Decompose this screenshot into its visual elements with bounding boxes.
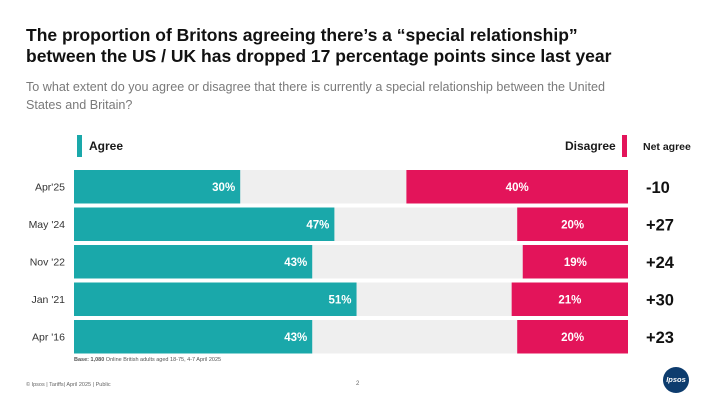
disagree-legend-label: Disagree <box>565 139 616 153</box>
agree-value-label: 43% <box>284 257 307 269</box>
base-note-text: Online British adults aged 18-75, 4-7 Ap… <box>104 357 222 363</box>
base-note: Base: 1,080 Online British adults aged 1… <box>74 357 221 363</box>
category-label: Apr '16 <box>32 331 65 343</box>
category-label: Jan '21 <box>31 294 65 306</box>
title-line-1: The proportion of Britons agreeing there… <box>26 25 578 45</box>
page-number: 2 <box>356 381 360 387</box>
disagree-value-label: 20% <box>561 332 584 344</box>
agree-legend-label: Agree <box>89 139 124 153</box>
net-agree-value: -10 <box>646 179 670 197</box>
agree-value-label: 30% <box>212 182 235 194</box>
disagree-legend-swatch <box>622 135 627 157</box>
net-agree-value: +30 <box>646 291 674 309</box>
disagree-bar <box>517 320 628 354</box>
net-agree-value: +27 <box>646 216 674 234</box>
disagree-value-label: 21% <box>558 294 581 306</box>
agree-bar <box>74 207 335 241</box>
disagree-value-label: 20% <box>561 219 584 231</box>
net-agree-header: Net agree <box>643 141 691 153</box>
disagree-bar <box>511 282 628 316</box>
disagree-value-label: 19% <box>564 257 587 269</box>
net-agree-value: +23 <box>646 329 674 347</box>
disagree-bar <box>517 207 628 241</box>
disagree-value-label: 40% <box>506 182 529 194</box>
category-label: Apr'25 <box>35 181 65 193</box>
disagree-bar <box>522 245 628 279</box>
question-subtitle: To what extent do you agree or disagree … <box>26 80 605 112</box>
category-label: Nov '22 <box>30 256 65 268</box>
agree-value-label: 43% <box>284 332 307 344</box>
agree-legend-swatch <box>77 135 82 157</box>
ipsos-logo: Ipsos <box>663 367 689 393</box>
net-agree-value: +24 <box>646 254 675 272</box>
page-title: The proportion of Britons agreeing there… <box>26 25 646 67</box>
agree-bar <box>74 245 313 279</box>
agree-bar <box>74 282 357 316</box>
category-label: May '24 <box>29 219 66 231</box>
agree-bar <box>74 170 241 204</box>
disagree-bar <box>406 170 628 204</box>
agree-bar <box>74 320 313 354</box>
agree-value-label: 47% <box>306 219 329 231</box>
footer-copyright: © Ipsos | Tariffs| April 2025 | Public <box>26 382 111 388</box>
agree-value-label: 51% <box>329 294 352 306</box>
base-note-label: Base: 1,080 <box>74 357 105 363</box>
title-line-2: between the US / UK has dropped 17 perce… <box>26 46 612 66</box>
